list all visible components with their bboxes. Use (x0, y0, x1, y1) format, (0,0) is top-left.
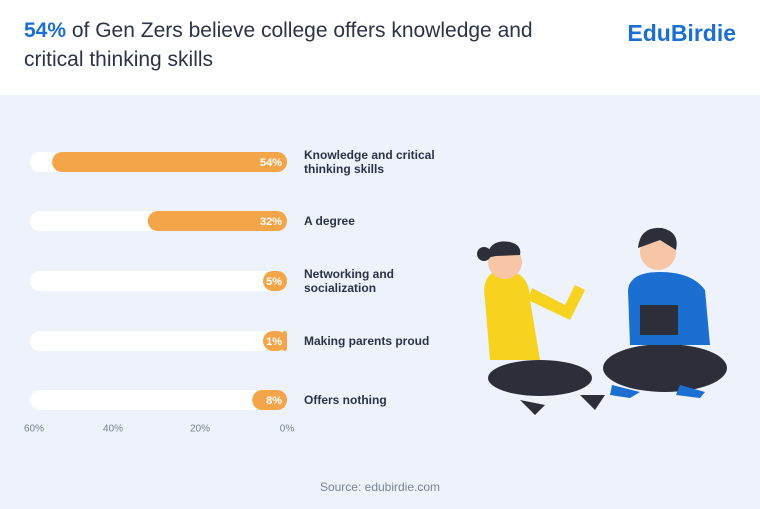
value-label-bg (263, 152, 287, 172)
category-label: Networking and socialization (304, 267, 395, 295)
bar (147, 211, 287, 231)
value-label: 32% (260, 216, 282, 228)
category-label: Knowledge and critical thinking skills (304, 148, 435, 176)
x-tick-label: 60% (24, 424, 44, 435)
bar-track (30, 271, 287, 291)
value-label: 1% (266, 336, 282, 348)
x-tick-label: 20% (190, 424, 210, 435)
x-tick-label: 0% (280, 424, 295, 435)
category-label: A degree (304, 214, 355, 228)
category-label: Offers nothing (304, 393, 387, 407)
bar (52, 152, 287, 172)
value-label: 54% (260, 157, 282, 169)
title-highlight: 54% (24, 19, 67, 42)
source: Source: edubirdie.com (319, 480, 441, 494)
value-label: 5% (266, 276, 282, 288)
category-label: Making parents proud (304, 334, 430, 348)
logo: EduBirdie (627, 20, 736, 46)
title-text: of Gen Zers believe college offers knowl… (24, 19, 533, 71)
title: 54% of Gen Zers believe college offers k… (24, 16, 584, 74)
x-tick-label: 40% (103, 424, 123, 435)
value-label-bg (263, 211, 287, 231)
value-label-bg (263, 390, 287, 410)
bar-track (30, 390, 287, 410)
value-label-bg (263, 271, 287, 291)
bar-track (30, 331, 287, 351)
value-label: 8% (266, 395, 282, 407)
header: 54% of Gen Zers believe college offers k… (0, 0, 760, 95)
value-label-bg (263, 331, 287, 351)
illustration (477, 227, 727, 415)
